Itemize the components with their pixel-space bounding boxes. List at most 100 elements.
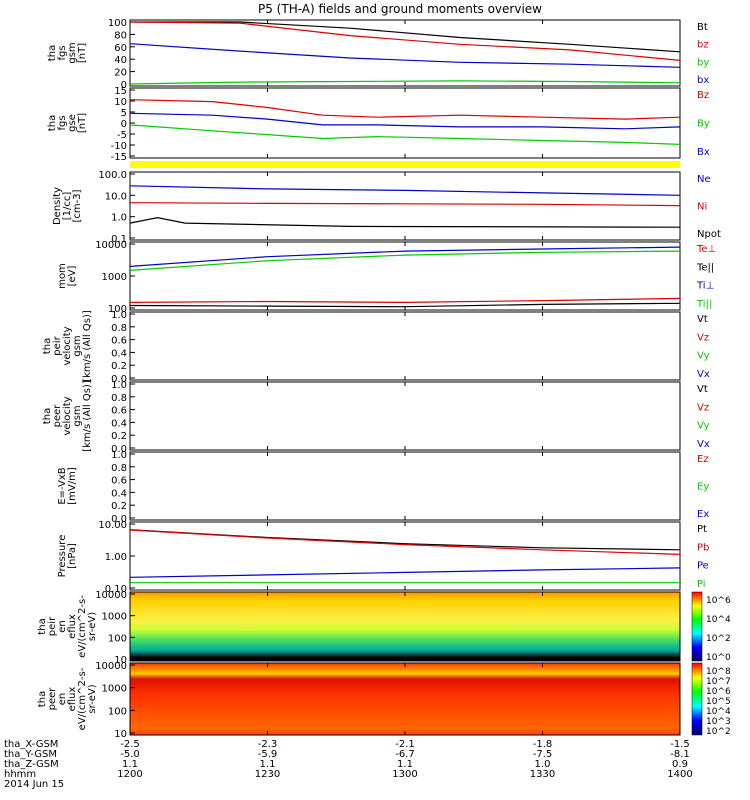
footer-value: 1.1 [122,759,138,770]
spectrogram-image [130,592,680,661]
y-axis-label: tha [47,115,58,131]
footer-value: -2.3 [258,739,278,750]
legend-label: Bx [697,147,710,158]
footer-row-label: tha_X-GSM [4,739,58,750]
y-tick-label: 0.4 [111,418,127,429]
legend-label: Pt [697,524,707,535]
y-tick-label: -5 [117,130,127,141]
legend-label: Bz [697,90,709,101]
y-axis-label: [eV] [67,266,78,287]
panel-peir-velocity: 1.0 0.8 0.60.4 0.2 0.0 tha peir velocity gsm [km/… [42,310,710,385]
colorbar-tick-label: 10^8 [706,667,731,677]
y-tick-label: 5 [121,108,127,119]
footer-value: 0.9 [672,759,688,770]
y-axis-label: velocity [62,326,73,365]
y-tick-label: 100 [108,18,127,29]
y-tick-label: 10.00 [98,520,127,531]
y-axis-label: eflux [67,687,78,712]
footer-value: -7.5 [533,749,553,760]
footer-value: -2.1 [395,739,415,750]
y-tick-label: 10000 [95,240,127,251]
y-axis-label: gsm [67,42,78,63]
y-axis-label: tha [42,408,53,424]
series-line-Bx [129,112,681,130]
footer-row-label: 2014 Jun 15 [4,779,64,790]
panel-efield: 1.0 0.8 0.60.4 0.2 0.0 E=-VxB [mV/m] Ez Ey Ex [57,450,709,525]
y-axis-label: [km/s (All Qs)] [82,380,93,452]
footer-row-label: tha_Z-GSM [4,759,59,770]
series-line-Ti|| [129,250,681,271]
y-tick-label: 0.4 [111,348,127,359]
series-line-bx [129,43,681,68]
spectrogram-image [130,663,680,735]
footer-value: -6.7 [395,749,415,760]
y-tick-label: 40 [114,55,127,66]
y-tick-label: 0.0 [111,374,127,385]
series-line-Ti⊥ [129,246,681,267]
y-tick-label: 1.0 [111,450,127,461]
y-axis-label: [km/s (All Qs)] [82,310,93,382]
series-line-Bt [130,21,681,53]
y-tick-label: -10 [111,141,127,152]
legend-label: Pb [697,542,709,553]
y-axis-label: gsm [72,405,83,426]
y-tick-label: 10 [114,97,127,108]
y-axis-label: [nT] [77,113,88,133]
footer-value: 1200 [117,769,142,780]
footer-value: 1.0 [535,759,551,770]
legend-label: Ex [697,509,709,520]
legend-label: Ti|| [696,299,712,310]
series-line-Te|| [129,302,681,308]
y-tick-label: 0.2 [111,431,127,442]
series-line-Te⊥ [129,297,681,304]
y-tick-label: 1000 [102,272,127,283]
y-tick-label: 10000 [95,590,127,601]
y-tick-label: -15 [111,152,127,163]
y-tick-label: 1000 [102,612,127,623]
y-axis-label: [1/cc] [62,192,73,221]
y-axis-label: fgs [57,45,68,60]
colorbar-tick-label: 10^4 [706,615,731,625]
y-axis-label: [nPa] [67,543,78,569]
y-axis-label: gse [67,114,78,132]
y-tick-label: 100 [108,304,127,315]
y-tick-label: 1000 [102,684,127,695]
y-tick-label: 10000 [95,661,127,672]
panel-frame [129,87,681,159]
colorbar-tick-label: 10^2 [706,634,731,644]
series-line-bz [129,21,681,61]
legend-label: Ni [697,202,707,213]
y-tick-label: 0.10 [105,584,127,595]
legend-label: Vy [697,351,710,362]
colorbar [691,662,703,736]
y-axis-label: eflux [67,614,78,639]
figure-title: P5 (TH-A) fields and ground moments over… [258,2,542,16]
y-axis-label: fgs [57,115,68,130]
panel-temperature: 10000 1000 100 mom [eV] Te⊥ Te|| Ti⊥ Ti|| [57,240,716,315]
y-tick-label: 80 [114,30,127,41]
panel-frame [129,381,681,451]
legend-label: Npot [697,229,721,240]
y-axis-label: tha [42,338,53,354]
legend-label: Ey [697,482,709,493]
series-line-Ne [129,185,681,196]
y-axis-label: Density [52,187,63,225]
legend-label: by [697,57,709,68]
y-tick-label: 0.8 [111,393,127,404]
legend-label: bx [697,75,709,86]
panel-peer-velocity: 1.0 0.8 0.60.4 0.2 0.0 tha peer velocity gsm [km/… [42,380,710,455]
y-tick-label: 0.0 [111,444,127,455]
y-tick-label: 1.0 [111,213,127,224]
footer-value: -8.1 [670,749,690,760]
y-axis-label: eV/(cm^2-s- [77,667,88,730]
series-line-By [129,124,681,145]
y-tick-label: 0.8 [111,463,127,474]
y-tick-label: 10 [114,729,127,740]
y-axis-label: mom [57,263,68,289]
colorbar [691,591,703,662]
series-line-Pb [129,529,681,555]
footer-value: -5.0 [120,749,140,760]
y-tick-label: 0 [121,80,127,91]
